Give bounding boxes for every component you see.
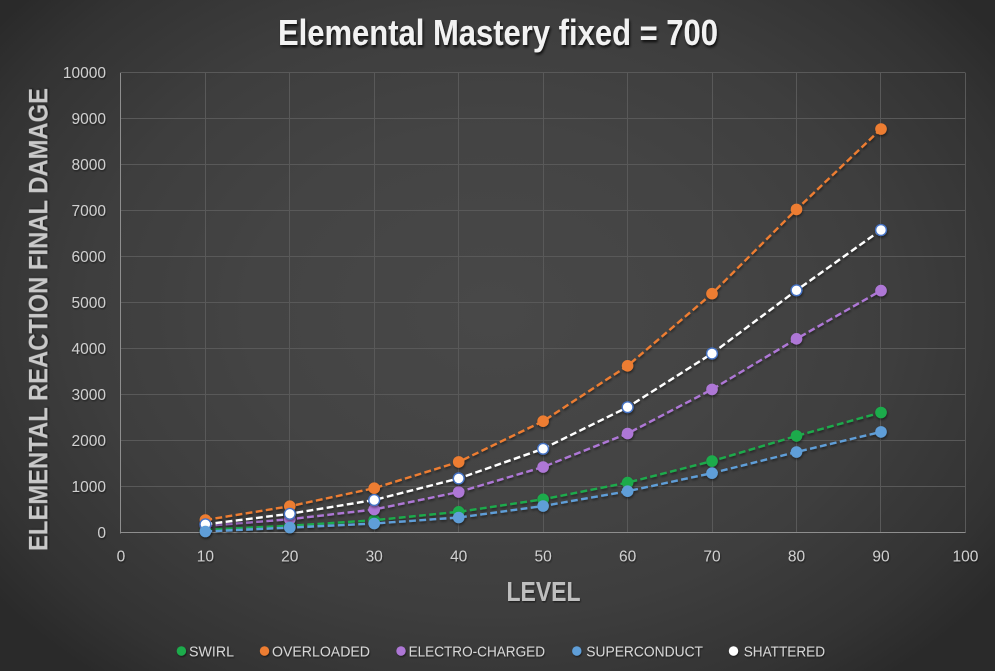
svg-text:2000: 2000 — [72, 433, 107, 450]
svg-text:80: 80 — [788, 548, 806, 565]
svg-text:50: 50 — [534, 548, 552, 565]
svg-text:Elemental Mastery fixed = 700: Elemental Mastery fixed = 700 — [278, 12, 718, 53]
svg-text:20: 20 — [281, 548, 299, 565]
svg-text:0: 0 — [97, 525, 106, 542]
svg-text:1000: 1000 — [72, 479, 107, 496]
svg-text:3000: 3000 — [72, 387, 107, 404]
svg-text:5000: 5000 — [72, 295, 107, 312]
svg-text:8000: 8000 — [72, 157, 107, 174]
svg-text:70: 70 — [703, 548, 721, 565]
svg-text:OVERLOADED: OVERLOADED — [272, 643, 370, 660]
svg-text:60: 60 — [619, 548, 637, 565]
svg-text:6000: 6000 — [72, 249, 107, 266]
svg-text:10000: 10000 — [63, 65, 106, 82]
svg-text:0: 0 — [117, 548, 126, 565]
svg-text:SHATTERED: SHATTERED — [744, 643, 826, 660]
svg-text:10: 10 — [197, 548, 215, 565]
svg-text:100: 100 — [952, 548, 978, 565]
svg-text:30: 30 — [366, 548, 384, 565]
svg-text:90: 90 — [872, 548, 890, 565]
svg-text:40: 40 — [450, 548, 468, 565]
svg-text:7000: 7000 — [72, 203, 107, 220]
svg-text:ELECTRO-CHARGED: ELECTRO-CHARGED — [409, 643, 546, 660]
svg-text:9000: 9000 — [72, 111, 107, 128]
svg-text:SUPERCONDUCT: SUPERCONDUCT — [586, 643, 703, 660]
svg-text:SWIRL: SWIRL — [189, 643, 234, 660]
svg-text:ELEMENTAL REACTION FINAL DAMAG: ELEMENTAL REACTION FINAL DAMAGE — [23, 88, 53, 551]
svg-text:LEVEL: LEVEL — [507, 576, 581, 607]
svg-text:4000: 4000 — [72, 341, 107, 358]
